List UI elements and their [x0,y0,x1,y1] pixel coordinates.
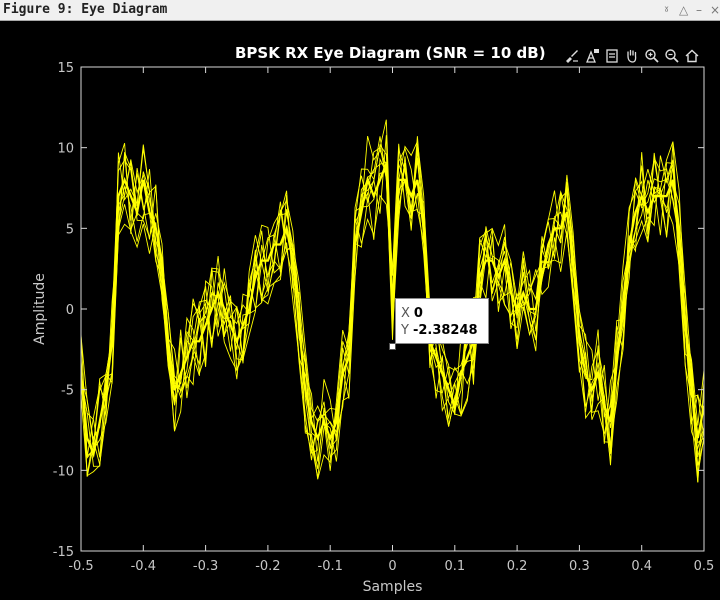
x-tick-label: -0.3 [193,559,218,574]
figure-canvas[interactable] [0,21,720,600]
y-tick-label: -5 [61,384,74,399]
eye-trace [81,136,704,480]
x-tick-label: -0.4 [131,559,156,574]
x-tick-label: 0.3 [569,559,590,574]
window-title: Figure 9: Eye Diagram [3,2,168,17]
axes-toolbar [563,45,701,67]
x-tick-label: 0 [388,559,396,574]
x-tick-label: 0.4 [631,559,652,574]
x-axis-label: Samples [363,579,423,595]
datatip-x-value: 0 [413,306,423,321]
y-axis-label: Amplitude [32,273,48,345]
y-tick-label: 0 [66,303,74,318]
x-tick-label: 0.1 [444,559,465,574]
zoom-in-icon[interactable] [643,47,661,65]
datatip-x-label: X [401,306,410,321]
collapse-icon[interactable]: △ [679,3,689,17]
zoom-out-icon[interactable] [663,47,681,65]
eye-trace-main [81,163,704,459]
eye-trace [81,143,704,483]
datatip-marker[interactable] [389,343,396,350]
pan-icon[interactable] [623,47,641,65]
x-tick-label: -0.1 [318,559,343,574]
window-title-bar: Figure 9: Eye Diagram ˠ △ – × [0,0,720,21]
y-tick-label: -10 [53,464,74,479]
x-tick-label: 0.2 [507,559,528,574]
x-tick-label: 0.5 [694,559,715,574]
y-tick-label: 5 [66,222,74,237]
x-tick-label: -0.5 [68,559,93,574]
minimize-icon[interactable]: – [696,3,702,17]
datatip-y-value: -2.38248 [412,323,478,338]
y-tick-label: -15 [53,545,74,560]
pin-icon[interactable]: ˠ [664,3,670,17]
brush-icon[interactable] [563,47,581,65]
eye-traces [81,119,704,483]
datatip-icon[interactable] [583,47,601,65]
save-icon[interactable] [603,47,621,65]
y-tick-label: 15 [57,61,74,76]
close-icon[interactable]: × [710,3,720,17]
y-tick-label: 10 [57,142,74,157]
home-icon[interactable] [683,47,701,65]
x-tick-label: -0.2 [255,559,280,574]
chart-title: BPSK RX Eye Diagram (SNR = 10 dB) [235,44,546,62]
datatip-y-label: Y [401,323,409,338]
